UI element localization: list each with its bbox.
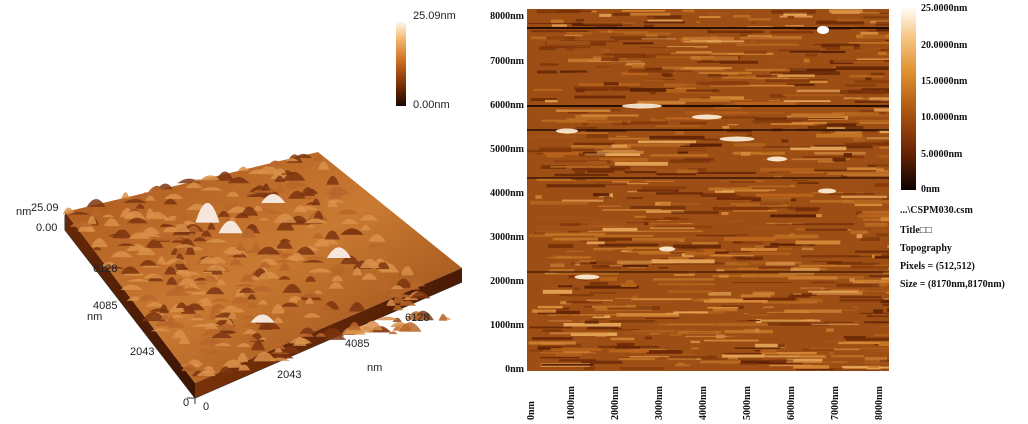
x-axis-tick: 0: [203, 401, 210, 413]
colorbar-tick-label: 20.0000nm: [921, 40, 968, 51]
y-axis-tick: 2043: [130, 346, 155, 358]
left-colorbar-max: 25.09nm: [413, 10, 456, 22]
y-tick-label: 6000nm: [490, 100, 524, 111]
colorbar-tick-label: 5.0000nm: [921, 149, 963, 160]
topography-image: [527, 9, 889, 371]
x-tick-label: 7000nm: [830, 386, 841, 420]
y-tick-label: 3000nm: [490, 232, 524, 243]
x-tick-label: 6000nm: [786, 386, 797, 420]
x-axis-tick: 6128: [405, 312, 430, 324]
colorbar-tick-label: 25.0000nm: [921, 3, 968, 14]
right-colorbar: [901, 8, 916, 190]
y-tick-label: 8000nm: [490, 11, 524, 22]
surface-3d-view: 25.09nm 0.00nm nm 25.09 0.00 6128 4085 n…: [0, 0, 470, 424]
y-axis-tick: 6128: [93, 263, 118, 275]
scan-size: Size = (8170nm,8170nm): [900, 279, 1005, 290]
left-colorbar-min: 0.00nm: [413, 99, 450, 111]
pixel-count: Pixels = (512,512): [900, 261, 975, 272]
x-axis-tick: 2043: [277, 369, 302, 381]
y-axis-unit: nm: [87, 311, 103, 323]
x-tick-label: 3000nm: [654, 386, 665, 420]
surface-peaks: [62, 153, 452, 377]
y-tick-label: 1000nm: [490, 320, 524, 331]
file-name: ...\CSPM030.csm: [900, 205, 973, 216]
topography-2d-view: 8000nm 7000nm 6000nm 5000nm 4000nm 3000n…: [470, 0, 1028, 424]
x-tick-label: 0nm: [526, 401, 537, 420]
y-tick-label: 5000nm: [490, 144, 524, 155]
image-type: Topography: [900, 243, 952, 254]
z-axis-unit: nm: [16, 206, 32, 218]
z-axis-max: 25.09: [31, 202, 59, 214]
y-tick-label: 7000nm: [490, 56, 524, 67]
x-tick-label: 2000nm: [610, 386, 621, 420]
x-axis-tick: 4085: [345, 338, 370, 350]
x-tick-label: 5000nm: [742, 386, 753, 420]
z-axis-min: 0.00: [36, 222, 58, 234]
y-axis-tick: 4085: [93, 300, 118, 312]
x-axis-unit: nm: [367, 362, 383, 374]
surface-3d-render: [62, 152, 463, 404]
x-tick-label: 1000nm: [566, 386, 577, 420]
y-axis-tick: 0: [183, 397, 190, 409]
colorbar-tick-label: 0nm: [921, 184, 940, 195]
y-tick-label: 4000nm: [490, 188, 524, 199]
y-tick-label: 2000nm: [490, 276, 524, 287]
y-tick-label: 0nm: [505, 364, 524, 375]
colorbar-tick-label: 15.0000nm: [921, 76, 968, 87]
x-tick-label: 4000nm: [698, 386, 709, 420]
image-title: Title□□: [900, 225, 932, 236]
left-colorbar: [396, 22, 406, 106]
colorbar-tick-label: 10.0000nm: [921, 112, 968, 123]
x-tick-label: 8000nm: [874, 386, 885, 420]
